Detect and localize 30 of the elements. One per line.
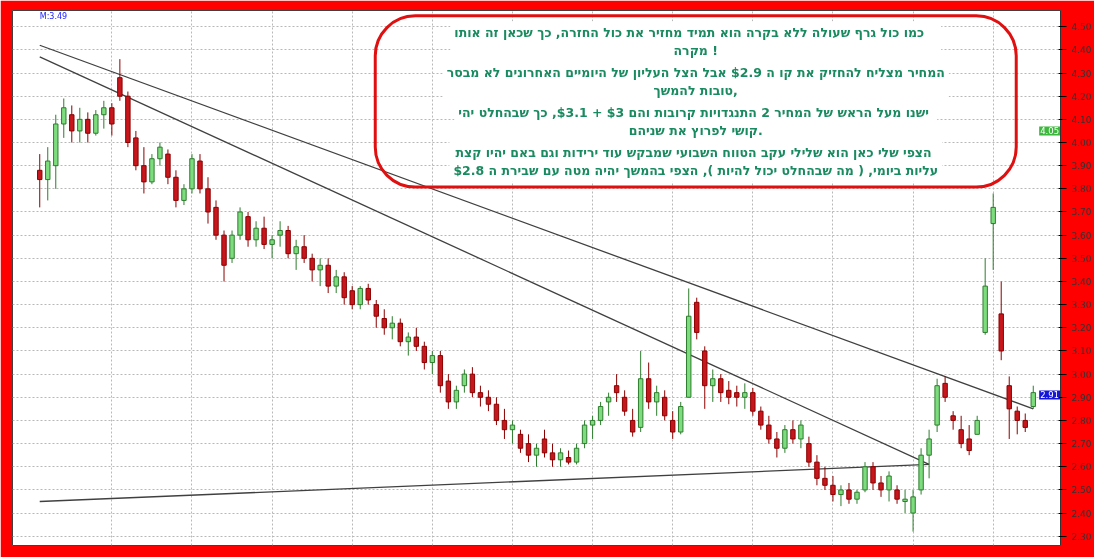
y-tick-label: 3.90 [1071, 161, 1092, 172]
y-tick-label: 3.50 [1071, 253, 1092, 264]
y-tick-label: 2.50 [1071, 485, 1092, 496]
annotation: המחיר מצליח להחזיק את קו ה $2.9 אבל הצל העליון של היומיים האחרונים לא מבסר טובות להמשך, [446, 65, 945, 99]
y-tick-label: 4.00 [1071, 138, 1092, 149]
y-tick-label: 2.40 [1071, 508, 1092, 519]
y-tick-label: 4.50 [1071, 22, 1092, 33]
y-tick-label: 3.60 [1071, 230, 1092, 241]
y-tick-label: 2.80 [1071, 415, 1092, 426]
y-tick-label: 2.60 [1071, 462, 1092, 473]
annotation: 2.91 [1040, 390, 1060, 401]
y-tick-label: 4.30 [1071, 68, 1092, 79]
y-tick-label: 3.30 [1071, 300, 1092, 311]
y-tick-label: 4.40 [1071, 45, 1092, 56]
annotation: כמו כול גרף שעולה ללא בקרה הוא תמיד מחזיר את כול החזרה, כך שכאן זה אותו מקרה ! [454, 25, 925, 59]
y-tick-label: 2.30 [1071, 531, 1092, 542]
y-tick-label: 3.20 [1071, 323, 1092, 334]
annotation: הצפי שלי כאן הוא שלילי עקב הטווח השבועי שמבקש עוד ירידות וגם באם יהיו קצת עליות ביומי, ( מה שבהחלט יכול להיות ), הצפי בהמשך יהיה מטה עם שבירת ה $2.8 [453, 144, 939, 178]
y-tick-label: 3.10 [1071, 346, 1092, 357]
annotation: M:3.49 [39, 11, 68, 21]
annotation: 4.05 [1040, 126, 1060, 137]
y-tick-label: 2.70 [1071, 439, 1092, 450]
y-tick-label: 3.00 [1071, 369, 1092, 380]
annotation: ישנו מעל הראש של המחיר 2 התנגדויות קרובות והם $3 + $3.1, כך שבהחלט יהי קושי לפרוץ את שניהם. [458, 104, 929, 138]
y-tick-label: 4.20 [1071, 91, 1092, 102]
y-tick-label: 3.70 [1071, 207, 1092, 218]
y-tick-label: 3.80 [1071, 184, 1092, 195]
y-tick-label: 2.90 [1071, 392, 1092, 403]
y-tick-label: 4.10 [1071, 114, 1092, 125]
y-tick-label: 3.40 [1071, 276, 1092, 287]
